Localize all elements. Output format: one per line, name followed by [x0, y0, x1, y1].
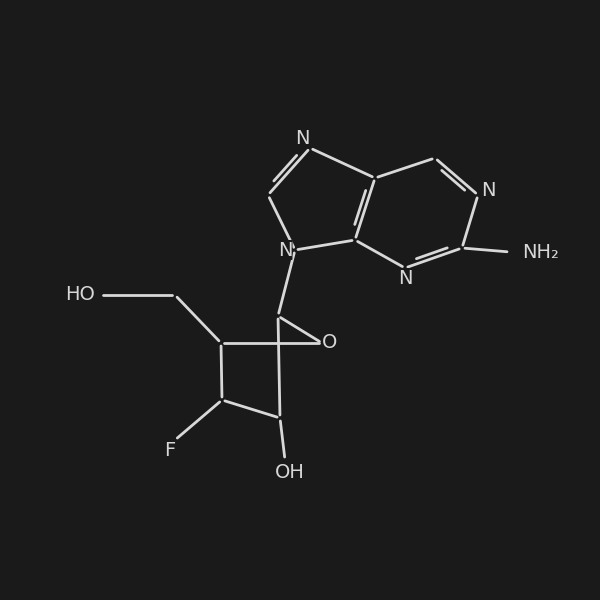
Text: N: N	[278, 241, 292, 259]
FancyBboxPatch shape	[521, 242, 554, 262]
FancyBboxPatch shape	[278, 462, 302, 482]
FancyBboxPatch shape	[72, 285, 96, 305]
FancyBboxPatch shape	[481, 180, 496, 200]
FancyBboxPatch shape	[163, 440, 178, 460]
FancyBboxPatch shape	[295, 128, 310, 148]
FancyBboxPatch shape	[323, 333, 337, 353]
Text: N: N	[295, 128, 309, 148]
Text: O: O	[322, 334, 338, 352]
Text: N: N	[481, 181, 495, 199]
Text: NH₂: NH₂	[522, 242, 559, 262]
Text: OH: OH	[275, 463, 305, 481]
FancyBboxPatch shape	[398, 268, 413, 288]
Text: N: N	[398, 269, 412, 287]
FancyBboxPatch shape	[277, 240, 293, 260]
Text: HO: HO	[65, 286, 95, 304]
Text: F: F	[164, 440, 176, 460]
